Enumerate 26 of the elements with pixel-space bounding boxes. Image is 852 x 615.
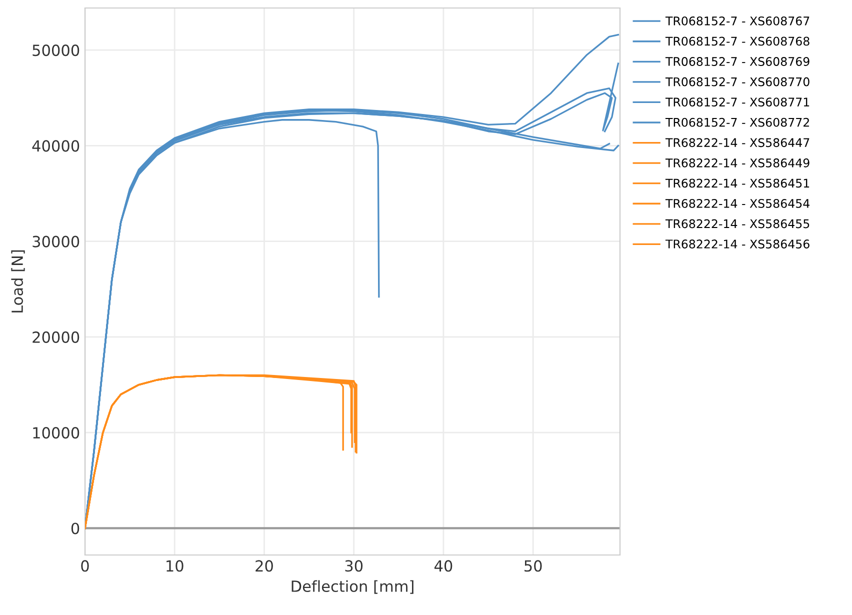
legend-label: TR68222-14 - XS586447 (665, 138, 810, 148)
legend-label: TR068152-7 - XS608771 (665, 98, 810, 107)
x-axis-title: Deflection [mm] (292, 580, 414, 594)
legend-label: TR68222-14 - XS586454 (665, 198, 810, 208)
x-tick-label: 10 (166, 560, 184, 572)
y-tick-label: 10000 (33, 427, 80, 439)
legend-label: TR68222-14 - XS586449 (665, 158, 810, 168)
y-tick-label: 0 (71, 522, 80, 534)
legend-label: TR068152-7 - XS608772 (665, 118, 809, 127)
legend-label: TR068152-7 - XS608769 (665, 57, 810, 66)
y-tick-label: 20000 (32, 331, 80, 343)
legend-label: TR068152-7 - XS608770 (665, 77, 810, 86)
x-tick-label: 30 (345, 560, 363, 572)
x-tick-label: 40 (434, 560, 452, 572)
legend-label: TR68222-14 - XS586455 (665, 219, 810, 228)
legend-label: TR68222-14 - XS586451 (665, 178, 810, 188)
y-tick-label: 30000 (32, 236, 80, 248)
y-tick-label: 50000 (32, 44, 80, 56)
legend-label: TR68222-14 - XS586456 (665, 240, 810, 248)
x-tick-label: 20 (256, 560, 273, 572)
legend-label: TR068152-7 - XS608768 (665, 36, 810, 46)
legend-label: TR068152-7 - XS608767 (665, 16, 810, 26)
y-axis-title: Load [N] (11, 250, 25, 312)
x-tick-label: 0 (81, 560, 89, 572)
y-tick-label: 40000 (32, 140, 80, 152)
x-tick-label: 50 (524, 560, 542, 572)
